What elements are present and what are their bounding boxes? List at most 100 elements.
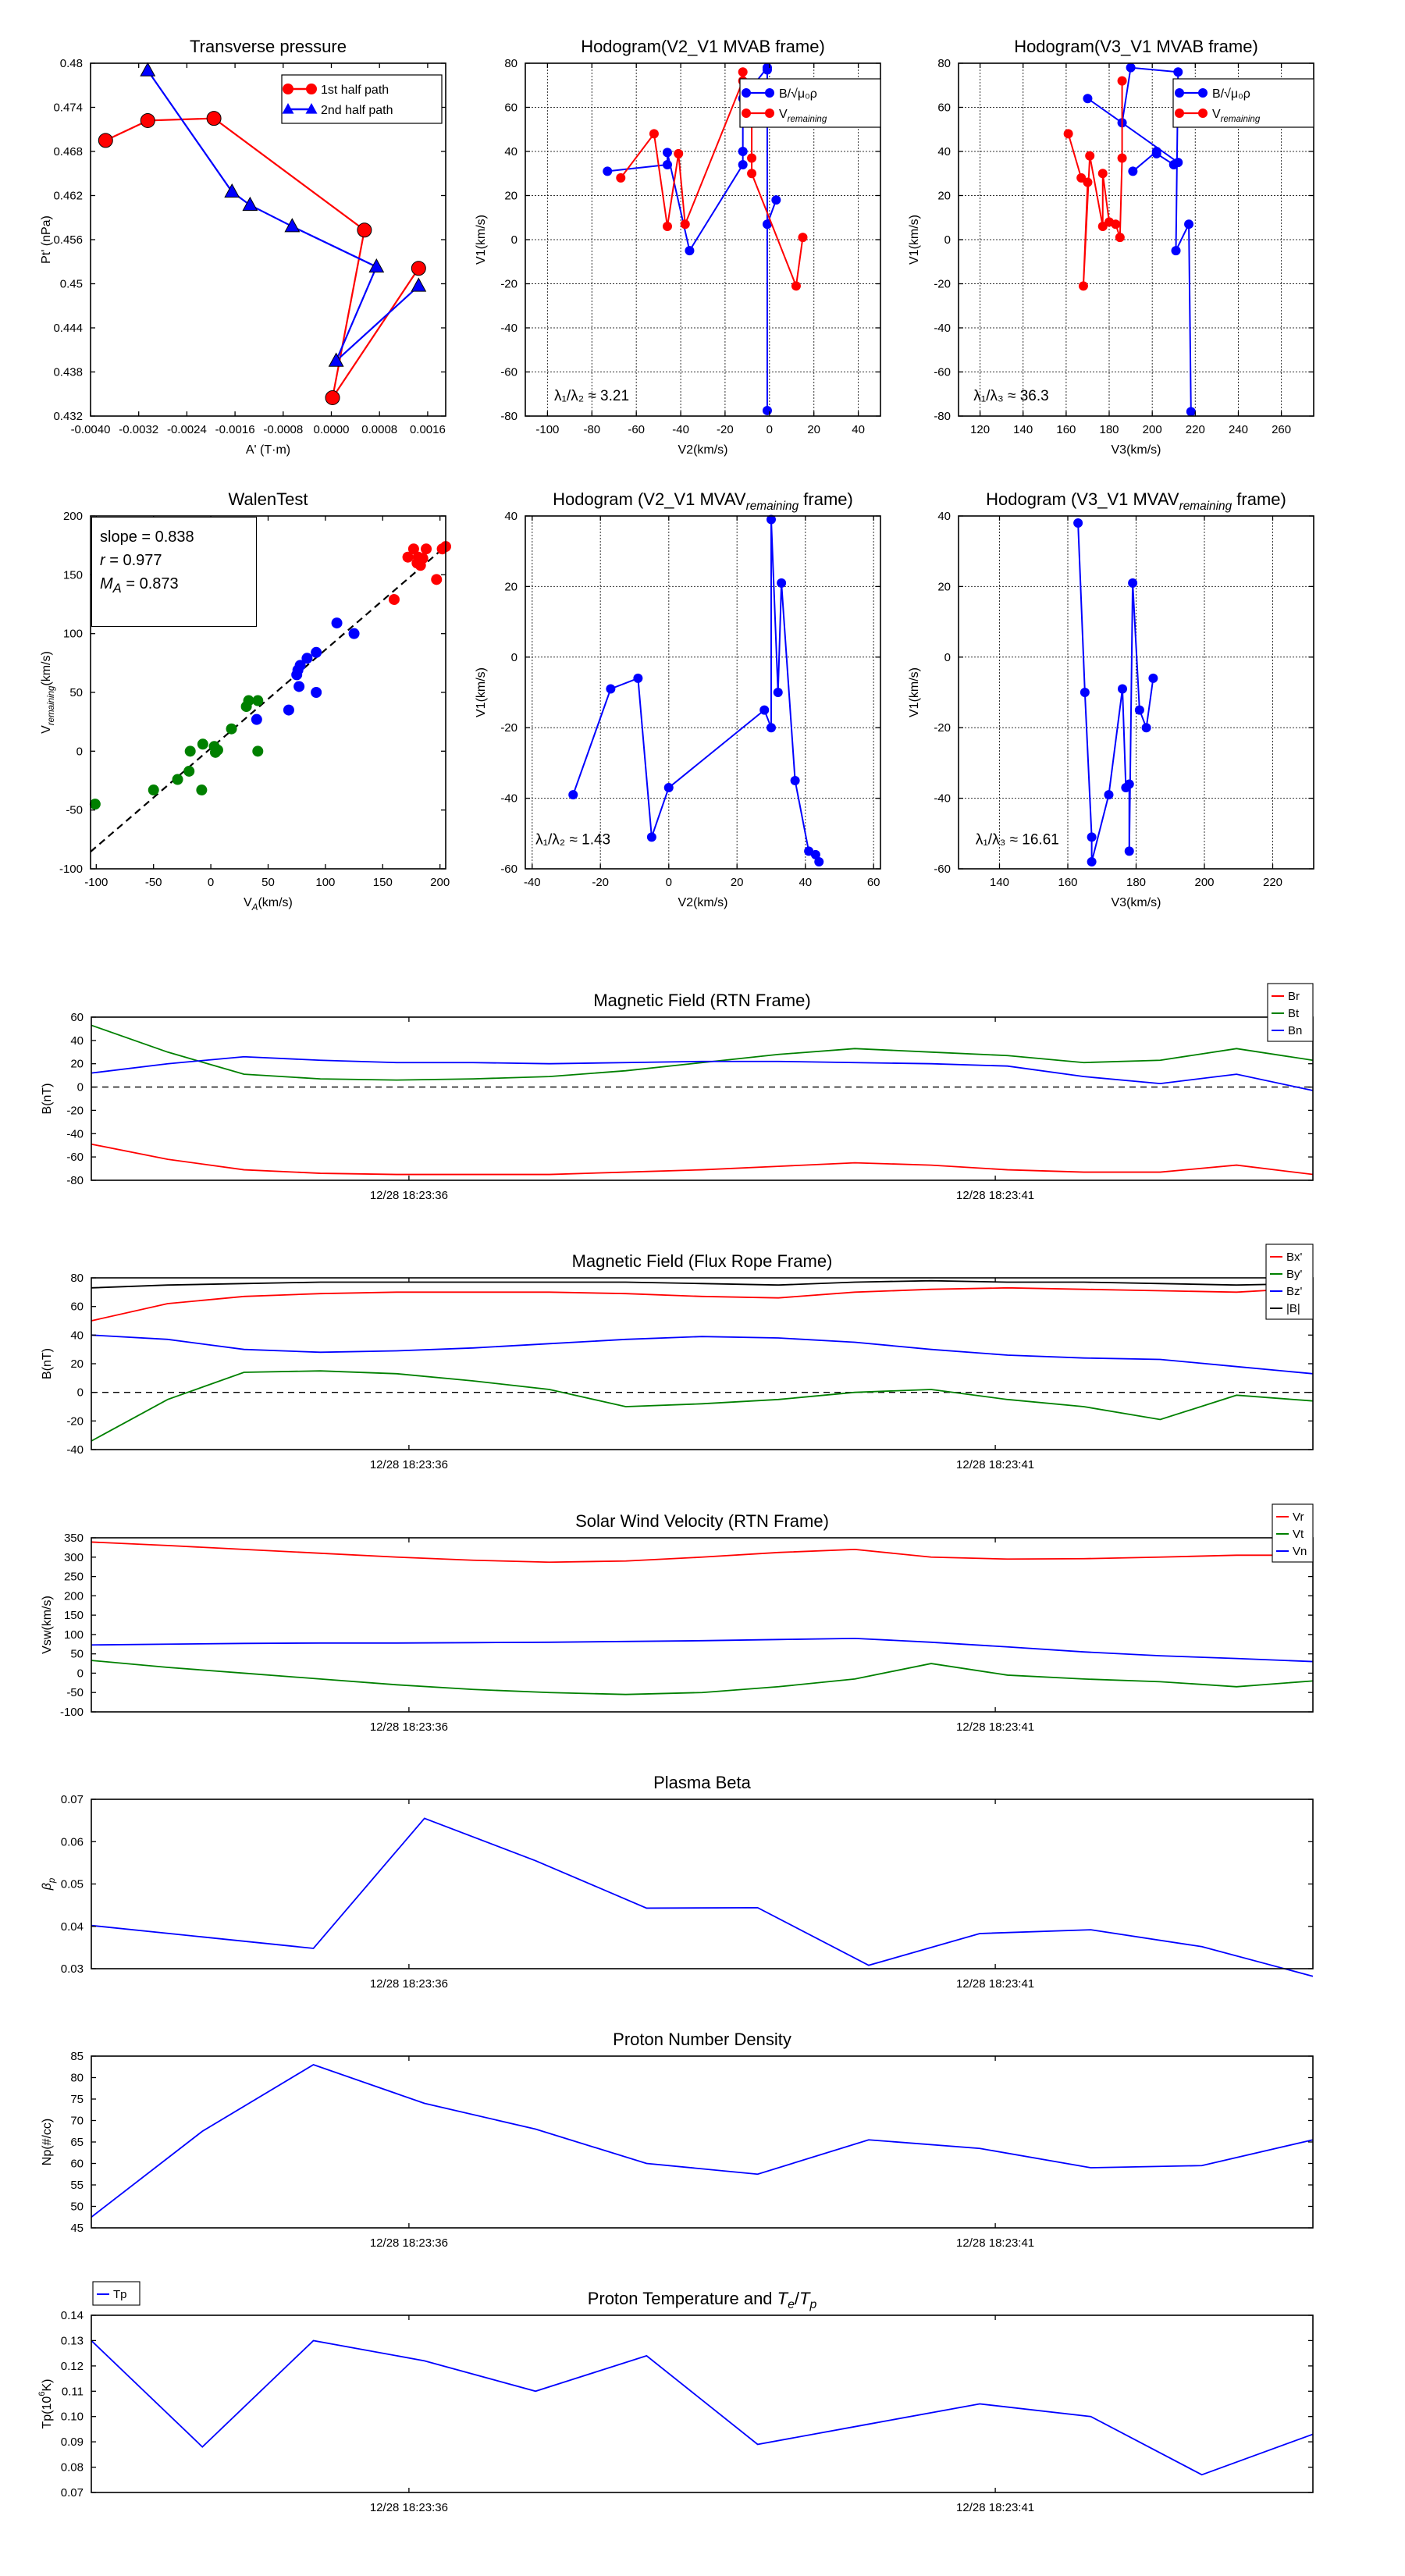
svg-text:20: 20	[937, 190, 951, 203]
svg-text:Transverse pressure: Transverse pressure	[190, 37, 347, 56]
svg-text:λ₁/λ₂ ≈ 1.43: λ₁/λ₂ ≈ 1.43	[535, 831, 610, 848]
svg-text:-40: -40	[66, 1127, 84, 1140]
svg-text:12/28 18:23:41: 12/28 18:23:41	[956, 1720, 1034, 1734]
svg-text:0.0000: 0.0000	[314, 423, 350, 436]
svg-text:20: 20	[731, 876, 744, 889]
svg-text:100: 100	[64, 1628, 84, 1642]
svg-text:WalenTest: WalenTest	[229, 489, 308, 509]
svg-text:B(nT): B(nT)	[41, 1348, 54, 1379]
svg-text:Hodogram (V3_V1 MVAVremaining: Hodogram (V3_V1 MVAVremaining frame)	[986, 489, 1286, 513]
svg-text:120: 120	[970, 423, 990, 436]
svg-text:260: 260	[1272, 423, 1291, 436]
svg-text:-60: -60	[66, 1151, 84, 1164]
svg-text:40: 40	[852, 423, 865, 436]
svg-text:-40: -40	[524, 876, 541, 889]
svg-text:0: 0	[77, 1386, 84, 1400]
svg-text:Tp(106K): Tp(106K)	[37, 2379, 54, 2428]
svg-text:60: 60	[937, 101, 951, 115]
svg-text:20: 20	[504, 190, 518, 203]
svg-text:0.14: 0.14	[61, 2309, 84, 2322]
svg-text:40: 40	[504, 145, 518, 158]
svg-text:-20: -20	[934, 278, 951, 291]
svg-text:12/28 18:23:41: 12/28 18:23:41	[956, 1189, 1034, 1202]
svg-text:0.48: 0.48	[60, 57, 83, 70]
svg-text:Magnetic Field (RTN Frame): Magnetic Field (RTN Frame)	[593, 991, 810, 1010]
svg-text:140: 140	[990, 876, 1009, 889]
svg-text:12/28 18:23:36: 12/28 18:23:36	[370, 2236, 448, 2250]
svg-text:-100: -100	[60, 1706, 84, 1719]
svg-text:Br: Br	[1288, 990, 1300, 1003]
svg-text:-40: -40	[500, 792, 518, 806]
svg-text:-60: -60	[500, 366, 518, 379]
svg-text:80: 80	[70, 1272, 84, 1285]
svg-text:-50: -50	[66, 1686, 84, 1699]
svg-text:V1(km/s): V1(km/s)	[475, 667, 488, 717]
svg-text:350: 350	[64, 1532, 84, 1545]
svg-text:140: 140	[1013, 423, 1033, 436]
svg-text:12/28 18:23:41: 12/28 18:23:41	[956, 1977, 1034, 1991]
svg-text:0.438: 0.438	[53, 366, 83, 379]
svg-text:12/28 18:23:41: 12/28 18:23:41	[956, 2236, 1034, 2250]
svg-text:-100: -100	[59, 863, 83, 876]
svg-text:-80: -80	[934, 410, 951, 423]
svg-text:Hodogram(V3_V1 MVAB frame): Hodogram(V3_V1 MVAB frame)	[1014, 37, 1258, 56]
svg-text:Solar Wind Velocity (RTN Frame: Solar Wind Velocity (RTN Frame)	[575, 1511, 829, 1531]
svg-text:λ₁/λ₃ ≈ 16.61: λ₁/λ₃ ≈ 16.61	[976, 831, 1059, 848]
svg-text:-0.0024: -0.0024	[167, 423, 207, 436]
svg-text:20: 20	[937, 580, 951, 593]
svg-text:20: 20	[807, 423, 820, 436]
svg-text:V2(km/s): V2(km/s)	[678, 896, 728, 909]
svg-text:Hodogram (V2_V1 MVAVremaining: Hodogram (V2_V1 MVAVremaining frame)	[553, 489, 853, 513]
svg-text:0.456: 0.456	[53, 233, 83, 247]
svg-text:Vt: Vt	[1293, 1528, 1304, 1541]
svg-text:Pt' (nPa): Pt' (nPa)	[40, 215, 53, 264]
svg-text:-60: -60	[628, 423, 645, 436]
svg-text:-60: -60	[500, 863, 518, 876]
svg-text:60: 60	[867, 876, 880, 889]
svg-text:180: 180	[1099, 423, 1119, 436]
svg-text:12/28 18:23:36: 12/28 18:23:36	[370, 2501, 448, 2514]
svg-text:V2(km/s): V2(km/s)	[678, 443, 728, 457]
svg-text:B(nT): B(nT)	[41, 1083, 54, 1115]
svg-text:60: 60	[70, 1011, 84, 1024]
svg-text:200: 200	[63, 510, 83, 523]
svg-text:0.462: 0.462	[53, 190, 83, 203]
svg-text:Bx': Bx'	[1286, 1251, 1303, 1264]
svg-text:200: 200	[430, 876, 450, 889]
svg-text:12/28 18:23:41: 12/28 18:23:41	[956, 1458, 1034, 1471]
svg-text:0: 0	[666, 876, 672, 889]
svg-text:-0.0040: -0.0040	[71, 423, 111, 436]
svg-text:40: 40	[70, 1034, 84, 1048]
svg-text:Magnetic Field (Flux Rope Fram: Magnetic Field (Flux Rope Frame)	[572, 1251, 833, 1271]
svg-text:180: 180	[1126, 876, 1146, 889]
svg-text:160: 160	[1056, 423, 1076, 436]
svg-text:0: 0	[77, 1667, 84, 1680]
svg-text:-100: -100	[84, 876, 108, 889]
svg-text:-0.0016: -0.0016	[215, 423, 255, 436]
svg-text:-40: -40	[934, 322, 951, 335]
svg-text:-80: -80	[66, 1174, 84, 1187]
svg-text:50: 50	[70, 1648, 84, 1661]
svg-text:200: 200	[64, 1589, 84, 1603]
svg-text:20: 20	[70, 1058, 84, 1071]
svg-text:Plasma Beta: Plasma Beta	[653, 1773, 751, 1792]
svg-text:40: 40	[70, 1329, 84, 1342]
svg-text:0.03: 0.03	[61, 1962, 84, 1976]
svg-text:|B|: |B|	[1286, 1302, 1300, 1315]
svg-text:150: 150	[64, 1609, 84, 1622]
svg-text:λ₁/λ₂ ≈ 3.21: λ₁/λ₂ ≈ 3.21	[554, 388, 629, 404]
svg-text:50: 50	[70, 2201, 84, 2214]
svg-text:20: 20	[504, 580, 518, 593]
svg-text:By': By'	[1286, 1268, 1303, 1281]
svg-text:2nd half path: 2nd half path	[321, 104, 393, 117]
svg-text:0.09: 0.09	[61, 2435, 84, 2449]
svg-text:-100: -100	[535, 423, 559, 436]
svg-text:Vsw(km/s): Vsw(km/s)	[41, 1596, 54, 1654]
svg-text:Bz': Bz'	[1286, 1285, 1303, 1298]
svg-text:0: 0	[208, 876, 214, 889]
svg-text:V1(km/s): V1(km/s)	[475, 215, 488, 265]
svg-text:160: 160	[1058, 876, 1077, 889]
svg-text:0.06: 0.06	[61, 1835, 84, 1848]
svg-text:20: 20	[70, 1357, 84, 1371]
svg-text:-80: -80	[500, 410, 518, 423]
